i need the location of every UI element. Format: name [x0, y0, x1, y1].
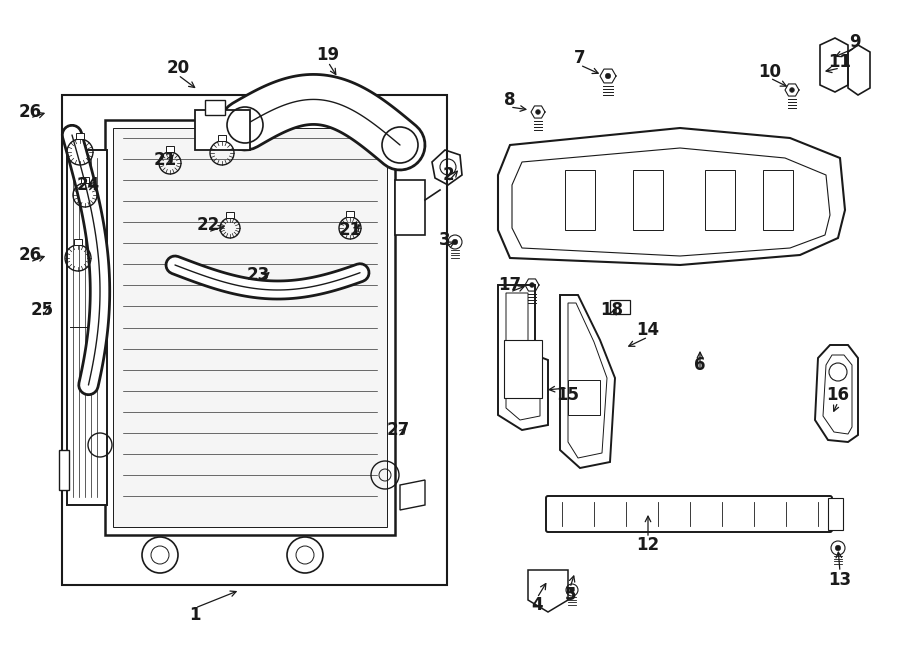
Bar	[226, 212, 234, 218]
Bar	[504, 340, 542, 398]
Circle shape	[529, 283, 535, 287]
Bar	[218, 135, 226, 141]
Text: 1: 1	[189, 606, 201, 624]
Text: 2: 2	[442, 166, 454, 184]
Circle shape	[605, 73, 611, 79]
Text: 6: 6	[694, 356, 706, 374]
Text: 8: 8	[504, 91, 516, 109]
Bar	[67, 150, 107, 505]
Bar	[76, 133, 84, 139]
Circle shape	[835, 545, 841, 551]
Bar	[62, 95, 447, 585]
Bar	[395, 180, 425, 235]
Text: 5: 5	[564, 586, 576, 604]
Bar	[610, 300, 630, 314]
Text: 17: 17	[499, 276, 522, 294]
Bar	[166, 146, 174, 152]
Bar	[565, 170, 595, 230]
Text: 25: 25	[31, 301, 54, 319]
Text: 26: 26	[18, 246, 41, 264]
Text: 3: 3	[439, 231, 451, 249]
Text: 27: 27	[386, 421, 410, 439]
Circle shape	[452, 239, 458, 245]
Circle shape	[570, 588, 574, 592]
Text: 26: 26	[18, 103, 41, 121]
Bar	[113, 128, 387, 527]
Circle shape	[789, 87, 795, 93]
Text: 9: 9	[850, 33, 860, 51]
Bar	[763, 170, 793, 230]
Text: 4: 4	[531, 596, 543, 614]
Bar	[81, 177, 89, 183]
Text: 20: 20	[166, 59, 190, 77]
Bar	[633, 170, 663, 230]
Text: 13: 13	[828, 571, 851, 589]
Bar	[346, 211, 354, 217]
Text: 10: 10	[759, 63, 781, 81]
Text: 23: 23	[247, 266, 270, 284]
Bar	[59, 450, 69, 490]
Text: 14: 14	[636, 321, 660, 339]
Text: 15: 15	[556, 386, 580, 404]
Text: 12: 12	[636, 536, 660, 554]
Text: 22: 22	[196, 216, 220, 234]
Text: 21: 21	[153, 151, 176, 169]
Bar	[705, 170, 735, 230]
Bar	[205, 100, 225, 115]
Bar	[195, 110, 250, 150]
Text: 7: 7	[574, 49, 586, 67]
FancyBboxPatch shape	[546, 496, 832, 532]
Bar	[568, 380, 600, 415]
Text: 19: 19	[317, 46, 339, 64]
Bar	[105, 120, 395, 535]
Text: 11: 11	[829, 53, 851, 71]
Bar	[74, 239, 82, 245]
Circle shape	[536, 109, 540, 115]
Text: 21: 21	[338, 221, 362, 239]
Bar	[828, 498, 843, 530]
Text: 18: 18	[600, 301, 624, 319]
Text: 24: 24	[76, 176, 100, 194]
Text: 16: 16	[826, 386, 850, 404]
